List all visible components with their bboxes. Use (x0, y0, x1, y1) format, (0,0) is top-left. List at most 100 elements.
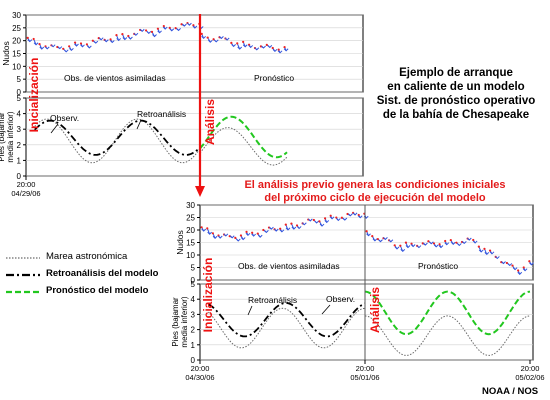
wind-vector-head (235, 238, 241, 242)
wind-vector-head (416, 245, 422, 249)
analysis-label: Análisis (368, 287, 382, 333)
wind-vector-tail (277, 48, 280, 51)
wind-ytick-label: 15 (186, 239, 195, 248)
wind-vector-tail (127, 34, 130, 38)
wind-vector-head (128, 36, 133, 40)
wind-vector-tail (234, 236, 237, 240)
title-line-3: Sist. de pronóstico operativo (376, 95, 536, 107)
water-series-forecast (199, 115, 288, 159)
wind-vector-tail (168, 26, 171, 29)
x-tick-label: 04/30/06 (185, 373, 214, 382)
wind-vector-tail (68, 45, 71, 48)
wind-vector-tail (262, 228, 265, 232)
water-ytick-label: 4 (191, 295, 196, 304)
wind-vector-head (207, 39, 213, 43)
wind-vector-head (122, 37, 128, 41)
wind-vector-head (212, 235, 218, 239)
water-series-callout (321, 304, 331, 315)
x-tick-label: 20:00 (521, 364, 540, 373)
initialization-label: Inicialización (27, 58, 41, 133)
wind-panel: 0 5 10 15 20 25 30 Nudos Obs. de vientos asimila… (1, 11, 364, 97)
wind-vector-head (109, 40, 115, 44)
wind-vector-head (450, 241, 456, 245)
water-ytick-label: 2 (17, 141, 22, 150)
wind-vector-head (484, 251, 490, 256)
wind-vector-head (33, 42, 39, 46)
wind-vector-tail (295, 224, 299, 227)
water-ytick-label: 1 (191, 341, 196, 350)
wind-vector-tail (472, 238, 475, 242)
wind-vector-tail (44, 45, 47, 48)
wind-vector-tail (438, 243, 441, 246)
wind-vector-tail (427, 240, 430, 243)
analysis-arrow-head (195, 186, 205, 197)
wind-vector-tail (399, 244, 402, 247)
wind-vector-tail (56, 45, 59, 49)
water-series-label: Retroanálisis (137, 109, 186, 119)
wind-vector-head (39, 46, 45, 50)
water-series-label: Observ. (326, 294, 355, 304)
wind-vector-head (74, 43, 79, 47)
water-series-callout (136, 119, 142, 130)
wind-vector-head (273, 228, 279, 232)
title-line-4: de la bahía de Chesapeake (382, 109, 530, 121)
water-series-label: Observ. (50, 113, 79, 123)
wind-vector-series (365, 230, 534, 275)
wind-vector-tail (283, 45, 286, 49)
wind-vector-head (429, 241, 434, 245)
wind-vector-head (176, 28, 181, 32)
wind-vector-head (44, 46, 50, 50)
wind-vector-tail (156, 27, 159, 30)
x-tick-label: 20:00 (356, 364, 375, 373)
wind-vector-head (269, 226, 274, 230)
wind-vector-tail (323, 217, 327, 220)
wind-vector-tail (340, 216, 343, 219)
wind-vector-head (264, 230, 269, 234)
wind-vector-head (444, 242, 450, 246)
wind-vector-tail (393, 244, 396, 247)
water-series-tide (364, 315, 531, 356)
wind-vector-head (279, 229, 285, 233)
wind-ylabel: Nudos (1, 41, 11, 66)
legend-label-tide: Marea astronómica (46, 251, 128, 262)
wind-vector-head (457, 243, 462, 247)
wind-vector-head (472, 240, 478, 244)
wind-vector-tail (329, 214, 332, 217)
wind-vector-series (26, 21, 204, 53)
wind-vector-head (201, 35, 206, 40)
wind-vector-head (217, 235, 223, 239)
water-series-obs (207, 307, 366, 349)
x-tick-label: 05/01/06 (350, 373, 379, 382)
wind-vector-tail (242, 40, 245, 43)
dashdot-line-icon (6, 273, 40, 277)
caption-line-2: del próximo ciclo de ejecución del model… (264, 192, 486, 204)
wind-vector-head (240, 237, 246, 241)
wind-vector-tail (62, 47, 65, 50)
wind-vector-tail (528, 260, 531, 263)
wind-vector-series (200, 32, 289, 54)
wind-vector-tail (410, 242, 413, 245)
wind-vector-head (69, 47, 74, 52)
wind-ytick-label: 0 (17, 88, 22, 97)
wind-vector-tail (517, 269, 520, 272)
water-ylabel-line: Pies (bajamar (171, 297, 180, 347)
water-series-tide (199, 127, 288, 166)
wind-vector-tail (200, 226, 203, 229)
wind-vector-head (461, 240, 467, 245)
wind-vector-head (261, 45, 266, 49)
title-line-1: Ejemplo de arranque (399, 67, 513, 79)
wind-vector-tail (483, 247, 486, 250)
wind-ylabel: Nudos (175, 230, 185, 255)
wind-vector-head (27, 39, 33, 43)
wind-vector-tail (85, 43, 88, 46)
wind-vector-head (388, 239, 394, 243)
wind-vector-tail (449, 238, 452, 242)
wind-vector-head (529, 262, 534, 266)
water-ytick-label: 3 (191, 310, 196, 319)
initialization-label: Inicialización (201, 258, 215, 333)
wind-vector-head (285, 227, 291, 231)
wind-vector-tail (109, 38, 112, 41)
wind-vector-head (157, 30, 162, 34)
wind-assimilated-label: Obs. de vientos asimiladas (64, 73, 166, 83)
wind-ytick-label: 25 (186, 214, 195, 223)
